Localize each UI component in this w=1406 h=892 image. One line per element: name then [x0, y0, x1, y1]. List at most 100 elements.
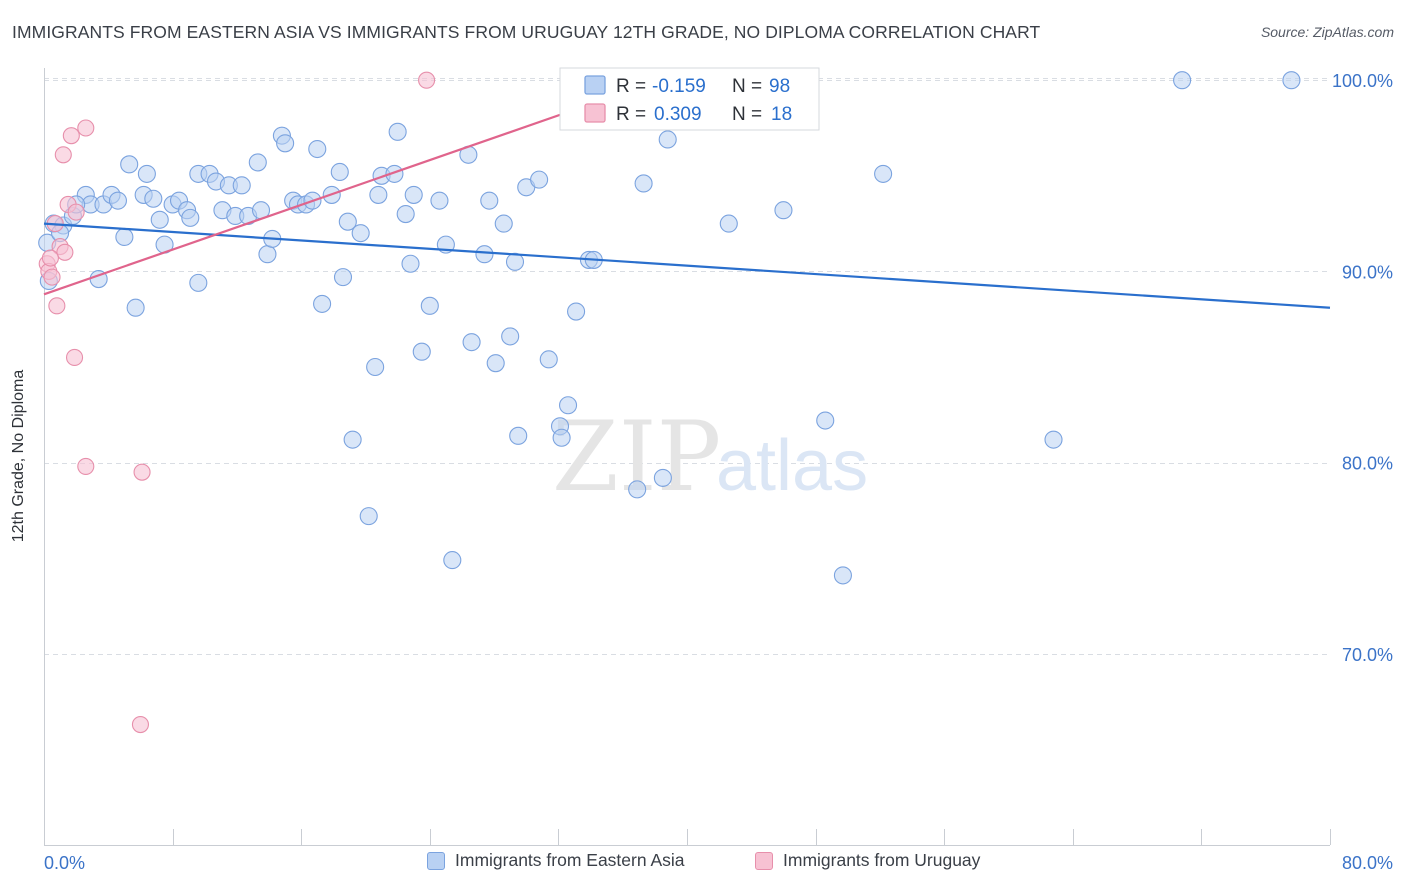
data-point-uruguay	[133, 463, 151, 481]
watermark-atlas: atlas	[716, 426, 868, 506]
axes	[44, 68, 1330, 846]
legend-swatch-uruguay	[755, 851, 773, 870]
series-legend: Immigrants from Eastern Asia Immigrants …	[0, 850, 1406, 880]
data-point-uruguay	[62, 127, 80, 145]
data-point-eastern-asia	[412, 342, 431, 361]
data-point-eastern-asia	[539, 350, 558, 369]
data-point-eastern-asia	[248, 153, 267, 172]
data-point-eastern-asia	[330, 162, 349, 182]
x-tick-label-min: 0.0%	[44, 853, 85, 873]
legend-n-label-blue: N =	[732, 76, 767, 97]
data-point-eastern-asia	[475, 245, 494, 264]
legend-swatch-blue	[584, 75, 606, 95]
data-point-eastern-asia	[120, 155, 139, 174]
data-point-eastern-asia	[833, 566, 852, 585]
chart-title: IMMIGRANTS FROM EASTERN ASIA VS IMMIGRAN…	[12, 22, 1041, 42]
data-point-uruguay	[67, 203, 85, 221]
data-point-eastern-asia	[276, 134, 295, 153]
x-tick-label-max: 80.0%	[1342, 853, 1393, 873]
data-point-uruguay	[48, 297, 66, 315]
data-point-eastern-asia	[401, 254, 420, 273]
data-point-uruguay	[77, 119, 95, 137]
legend-r-value-blue: -0.159	[652, 76, 706, 97]
data-point-uruguay	[77, 457, 95, 475]
data-point-eastern-asia	[313, 294, 332, 313]
legend-item-eastern-asia: Immigrants from Eastern Asia	[427, 850, 685, 871]
data-point-eastern-asia	[396, 204, 415, 224]
gridlines	[44, 78, 1330, 655]
y-tick-label-90: 90.0%	[1342, 262, 1393, 282]
data-point-eastern-asia	[369, 185, 388, 204]
data-point-uruguay	[56, 243, 74, 261]
data-point-eastern-asia	[359, 507, 378, 526]
data-point-uruguay	[41, 249, 59, 267]
data-point-eastern-asia	[385, 164, 404, 183]
data-point-eastern-asia	[420, 296, 439, 315]
data-point-eastern-asia	[150, 210, 169, 229]
x-axis-ticks	[44, 829, 1331, 845]
correlation-legend: R = -0.159 N = 98 R = 0.309 N = 18	[559, 67, 820, 131]
y-tick-label-80: 80.0%	[1342, 454, 1393, 474]
data-point-eastern-asia	[388, 122, 407, 141]
legend-item-uruguay: Immigrants from Uruguay	[755, 850, 980, 871]
legend-n-label-pink: N =	[732, 104, 767, 125]
data-point-eastern-asia	[874, 164, 893, 183]
legend-n-value-blue: 98	[769, 76, 790, 97]
data-point-eastern-asia	[258, 245, 277, 264]
data-point-eastern-asia	[1282, 71, 1301, 90]
data-point-eastern-asia	[509, 426, 528, 445]
data-point-eastern-asia	[343, 430, 362, 449]
data-point-eastern-asia	[552, 428, 571, 447]
data-point-eastern-asia	[108, 191, 127, 210]
data-point-eastern-asia	[774, 201, 793, 220]
data-point-uruguay	[54, 146, 72, 164]
legend-swatch-pink	[584, 103, 606, 123]
data-point-uruguay	[43, 268, 61, 286]
data-point-eastern-asia	[494, 214, 513, 233]
x-axis-tick-labels: 0.0% 80.0%	[44, 853, 1393, 873]
y-axis-tick-labels: 70.0% 80.0% 90.0% 100.0%	[1332, 71, 1393, 665]
legend-r-label-blue: R =	[616, 76, 651, 97]
data-point-eastern-asia	[816, 411, 835, 430]
data-point-eastern-asia	[443, 551, 462, 570]
data-point-eastern-asia	[181, 208, 200, 227]
data-point-eastern-asia	[338, 212, 357, 231]
data-point-eastern-asia	[137, 164, 156, 183]
data-point-eastern-asia	[308, 139, 327, 159]
legend-r-value-pink: 0.309	[654, 104, 702, 125]
data-point-eastern-asia	[501, 327, 520, 346]
y-tick-label-100: 100.0%	[1332, 71, 1393, 91]
data-point-eastern-asia	[558, 396, 578, 415]
data-point-eastern-asia	[232, 176, 251, 195]
data-point-eastern-asia	[1044, 430, 1063, 449]
y-tick-label-70: 70.0%	[1342, 645, 1393, 665]
data-point-uruguay	[418, 71, 436, 89]
data-point-eastern-asia	[333, 268, 353, 287]
data-point-eastern-asia	[430, 191, 449, 210]
data-point-eastern-asia	[530, 170, 549, 189]
data-point-eastern-asia	[480, 191, 499, 210]
trend-line-eastern-asia	[43, 222, 1331, 309]
data-point-eastern-asia	[658, 130, 677, 149]
data-point-eastern-asia	[719, 214, 738, 233]
legend-label-uruguay: Immigrants from Uruguay	[783, 850, 981, 870]
data-point-eastern-asia	[144, 189, 163, 208]
data-point-eastern-asia	[567, 302, 586, 321]
series-uruguay-points	[38, 71, 436, 734]
data-point-eastern-asia	[462, 333, 481, 352]
series-eastern-asia-points	[38, 71, 1301, 585]
data-point-eastern-asia	[628, 480, 647, 499]
data-point-uruguay	[65, 348, 84, 366]
data-point-eastern-asia	[1173, 71, 1192, 90]
data-point-eastern-asia	[351, 224, 370, 243]
data-point-eastern-asia	[366, 357, 385, 377]
legend-r-label-pink: R =	[616, 104, 651, 125]
source-credit: Source: ZipAtlas.com	[1260, 24, 1394, 40]
data-point-eastern-asia	[126, 298, 145, 317]
data-point-eastern-asia	[189, 273, 208, 292]
data-point-eastern-asia	[653, 468, 672, 487]
data-point-eastern-asia	[115, 227, 134, 247]
data-point-eastern-asia	[404, 185, 423, 204]
data-point-eastern-asia	[634, 174, 653, 193]
